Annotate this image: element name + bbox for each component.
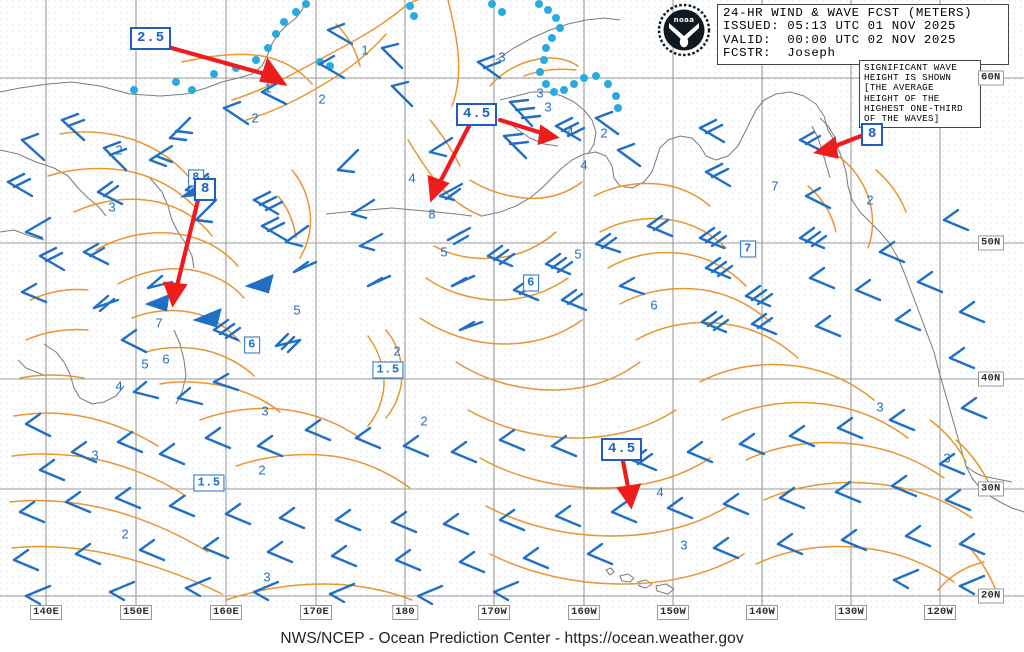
arrow-8-east [813, 133, 864, 159]
contour-label-boxed-1.5-5: 1.5 [193, 474, 225, 492]
contour-label-1-1: 1 [264, 80, 272, 96]
sea-ice-edge-dots [130, 0, 622, 112]
axis-label-longitude-160W: 160W [567, 605, 601, 620]
contour-label-6-18: 6 [650, 297, 658, 313]
wind-barbs [6, 22, 988, 606]
contour-label-1-0: 1 [361, 42, 369, 58]
contour-label-3-6: 3 [498, 49, 506, 65]
forecast-title: 24-HR WIND & WAVE FCST (METERS) [723, 6, 973, 20]
axis-label-longitude-150E: 150E [119, 605, 153, 620]
legend-line-6: OF THE WAVES] [864, 113, 940, 125]
arrow-4-5-south [616, 453, 642, 510]
arrow-4-5-north-a [427, 121, 473, 203]
contour-label-7-19: 7 [155, 315, 163, 331]
annotation-box-8-2: 8 [194, 178, 217, 201]
contour-label-3-4: 3 [536, 85, 544, 101]
contour-label-5-16: 5 [440, 244, 448, 260]
contour-label-3-32: 3 [680, 537, 688, 553]
contour-label-6-20: 6 [162, 351, 170, 367]
arrow-4-5-north-b [497, 117, 560, 146]
annotation-box-8-3: 8 [861, 123, 884, 146]
axis-label-latitude-60N: 60N [978, 70, 1004, 86]
contour-label-8-13: 8 [428, 206, 436, 222]
forecast-forecaster: FCSTR: Joseph [723, 46, 836, 61]
contour-label-4-11: 4 [580, 157, 588, 173]
contour-label-2-2: 2 [318, 91, 326, 107]
contour-label-3-5: 3 [544, 99, 552, 115]
contour-label-2-7: 2 [115, 142, 123, 158]
axis-label-longitude-170E: 170E [299, 605, 333, 620]
contour-label-2-26: 2 [420, 413, 428, 429]
legend-line-3: [THE AVERAGE [864, 82, 934, 94]
axis-label-longitude-170W: 170W [477, 605, 511, 620]
axis-label-longitude-160E: 160E [209, 605, 243, 620]
axis-label-longitude-140E: 140E [29, 605, 63, 620]
contour-label-3-30: 3 [876, 399, 884, 415]
contour-label-3-28: 3 [91, 447, 99, 463]
contour-label-7-14: 7 [771, 178, 779, 194]
contour-label-4-27: 4 [656, 484, 664, 500]
axis-label-longitude-120W: 120W [923, 605, 957, 620]
axis-label-latitude-50N: 50N [978, 235, 1004, 251]
contour-label-2-34: 2 [121, 526, 129, 542]
contour-label-2-3: 2 [251, 110, 259, 126]
contour-label-3-31: 3 [943, 450, 951, 466]
footer-credit: NWS/NCEP - Ocean Prediction Center - htt… [280, 630, 744, 647]
contour-label-boxed-1.5-4: 1.5 [372, 361, 404, 379]
noaa-logo: noaa [657, 3, 711, 57]
contour-label-2-12: 2 [600, 125, 608, 141]
axis-label-latitude-20N: 20N [978, 588, 1004, 604]
contour-label-boxed-6-2: 6 [523, 274, 539, 292]
axis-label-latitude-30N: 30N [978, 481, 1004, 497]
axis-label-longitude-150W: 150W [656, 605, 690, 620]
axis-label-longitude-130W: 130W [834, 605, 868, 620]
forecast-header-box: 24-HR WIND & WAVE FCST (METERS) ISSUED: … [717, 4, 1009, 65]
contour-label-2-25: 2 [393, 343, 401, 359]
axis-label-latitude-40N: 40N [978, 371, 1004, 387]
significant-wave-height-legend: SIGNIFICANT WAVE HEIGHT IS SHOWN [THE AV… [859, 60, 981, 129]
contour-label-2-15: 2 [866, 192, 874, 208]
axis-label-longitude-140W: 140W [745, 605, 779, 620]
svg-text:noaa: noaa [674, 16, 695, 24]
contour-label-3-8: 3 [108, 199, 116, 215]
contour-label-3-24: 3 [261, 403, 269, 419]
contour-label-5-21: 5 [141, 356, 149, 372]
annotation-arrows [162, 44, 864, 510]
contour-label-5-22: 5 [293, 302, 301, 318]
legend-line-1: SIGNIFICANT WAVE [864, 62, 958, 73]
legend-line-2: HEIGHT IS SHOWN [864, 72, 952, 84]
annotation-box-4-5-4: 4.5 [601, 438, 643, 461]
contour-label-4-23: 4 [115, 378, 123, 394]
forecast-issued: ISSUED: 05:13 UTC 01 NOV 2025 [723, 19, 957, 34]
legend-line-5: HIGHEST ONE-THIRD [864, 102, 963, 114]
forecast-valid: VALID: 00:00 UTC 02 NOV 2025 [723, 32, 957, 47]
arrow-8-west [162, 193, 202, 308]
arrow-2-5 [165, 44, 288, 86]
contour-label-4-9: 4 [566, 124, 574, 140]
contour-label-3-33: 3 [263, 569, 271, 585]
contour-label-boxed-7-3: 7 [740, 240, 756, 258]
annotation-box-4-5-1: 4.5 [456, 103, 498, 126]
contour-label-2-29: 2 [258, 462, 266, 478]
annotation-box-2-5-0: 2.5 [130, 27, 172, 50]
axis-label-longitude-180: 180 [392, 605, 418, 620]
contour-label-5-17: 5 [574, 246, 582, 262]
contour-label-boxed-6-1: 6 [244, 336, 260, 354]
legend-line-4: HEIGHT OF THE [864, 92, 940, 104]
contour-label-4-10: 4 [408, 170, 416, 186]
